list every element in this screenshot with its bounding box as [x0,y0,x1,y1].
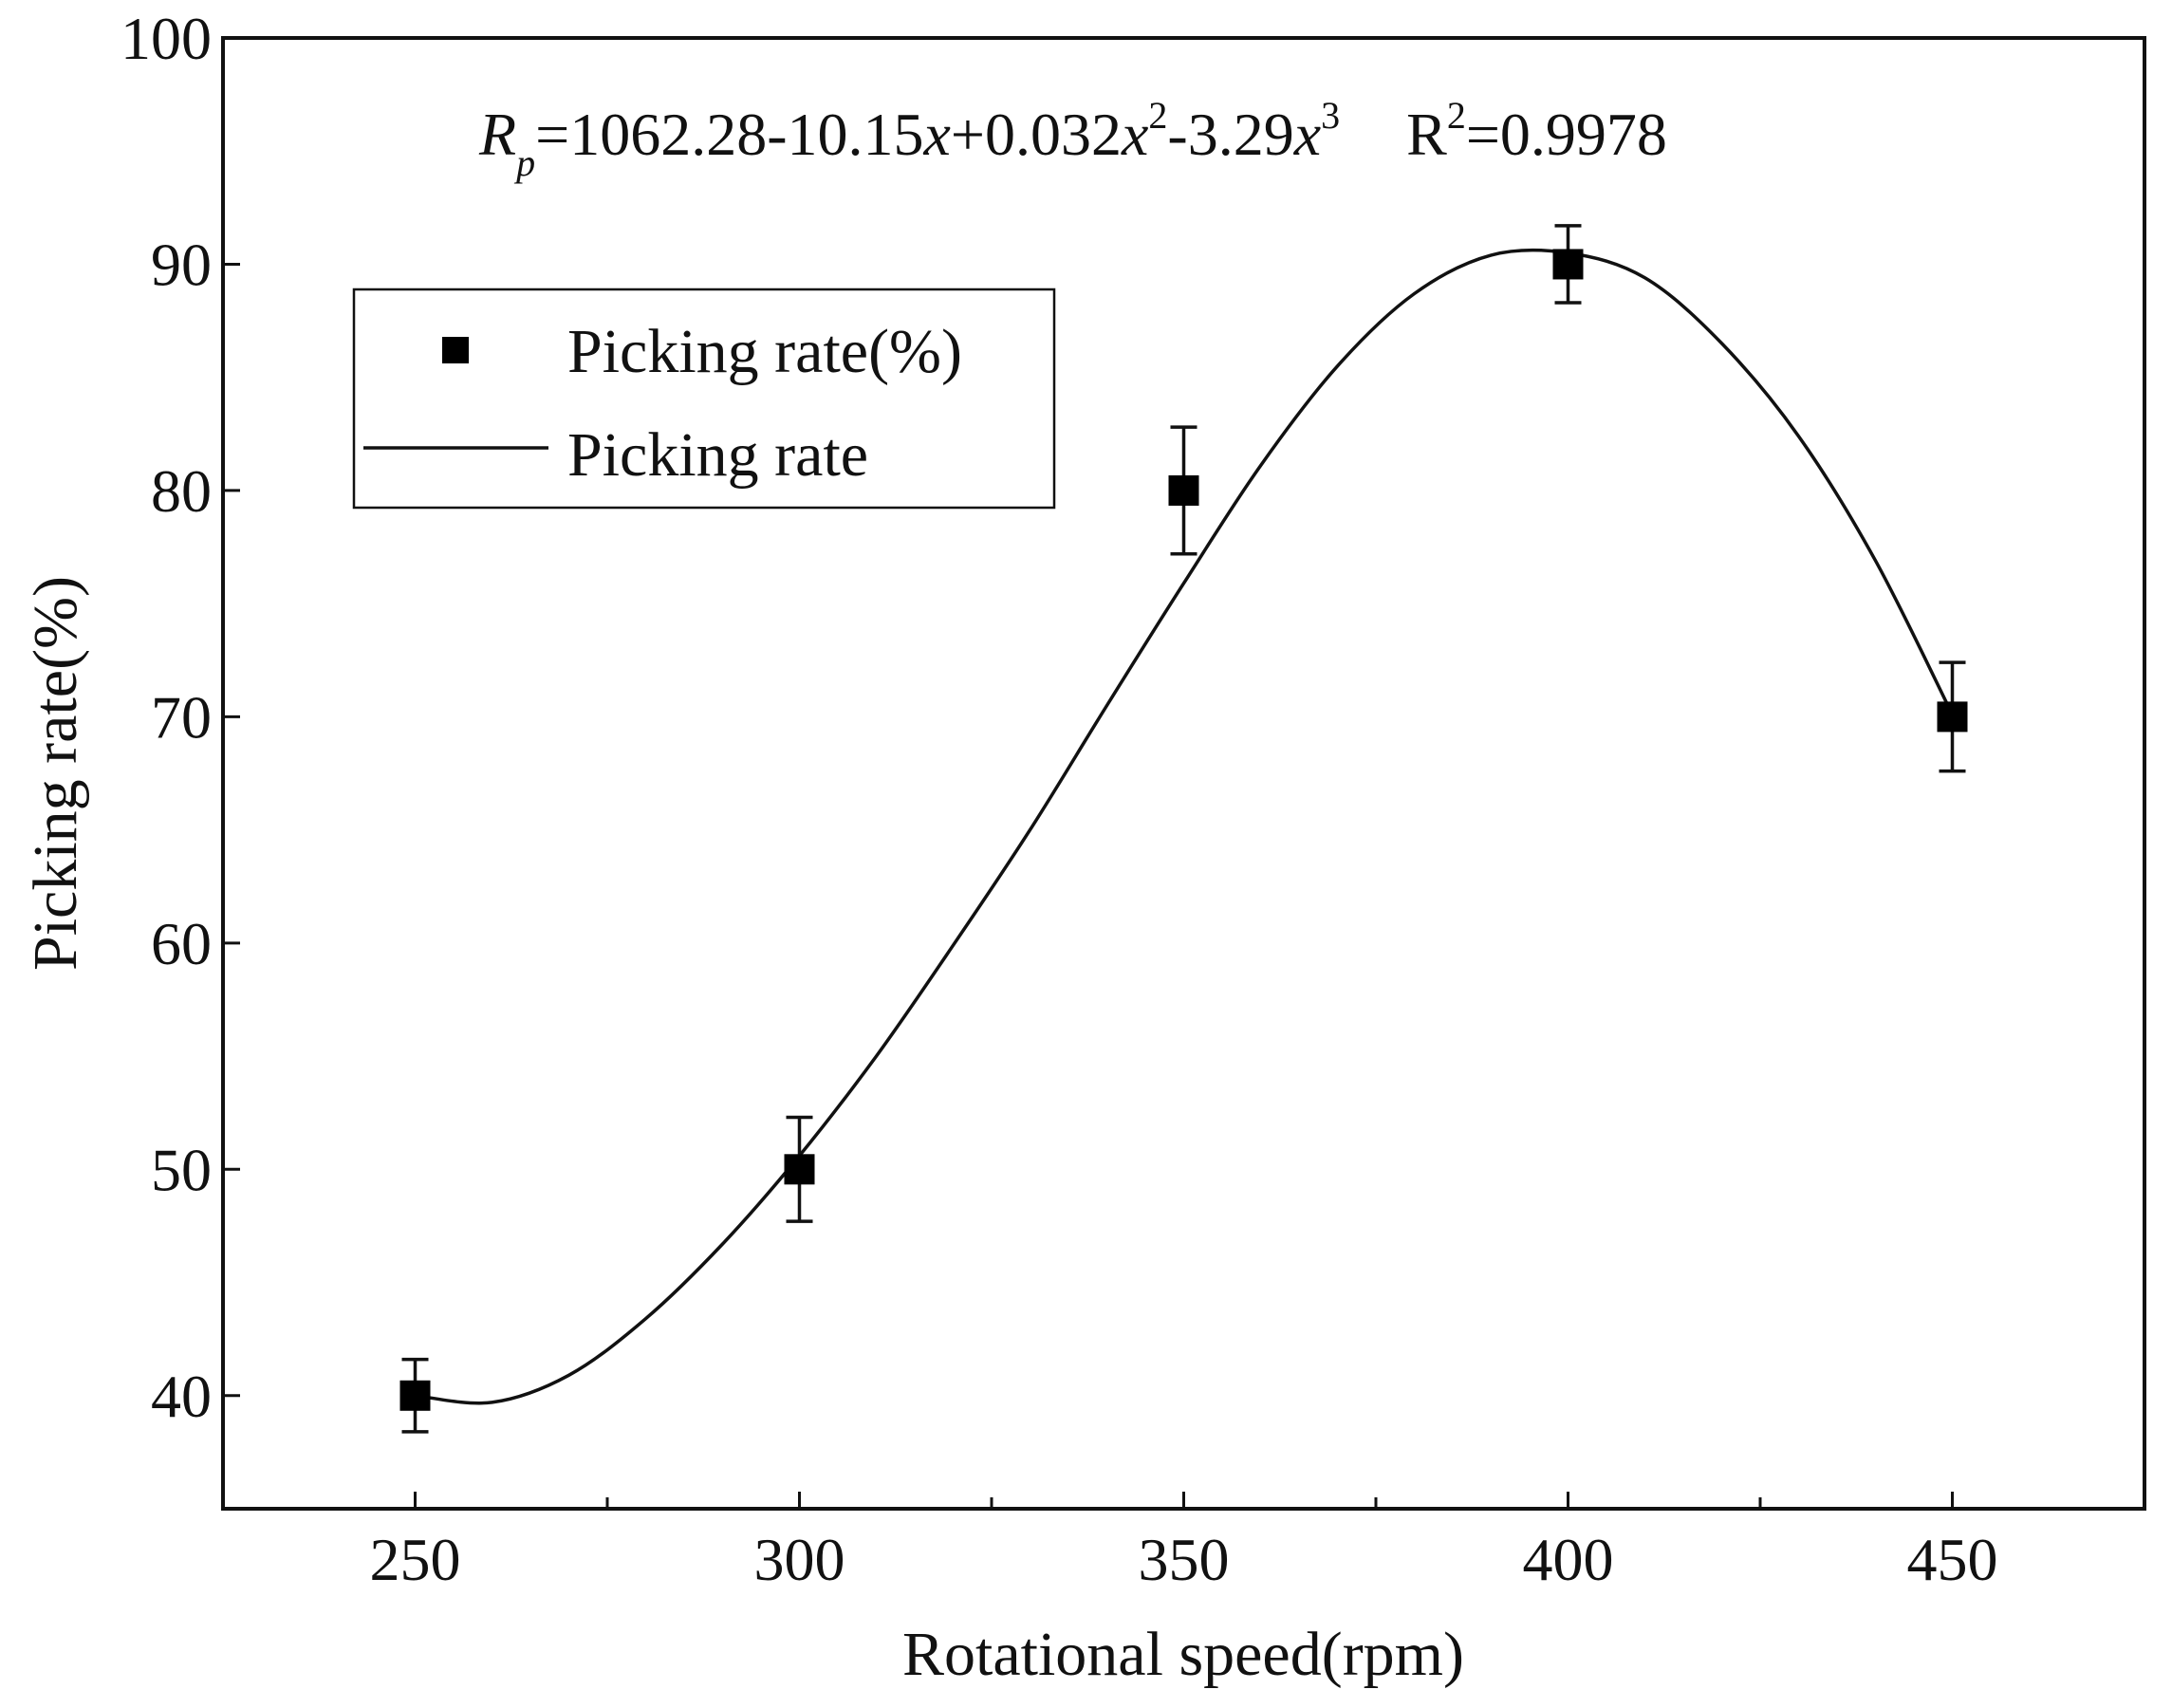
y-axis-title: Picking rate(%) [21,576,90,971]
data-point-350 [1168,425,1199,556]
equation-lhs-subscript: p [513,141,535,184]
r-squared-base: R [1406,101,1447,168]
x-tick-label-300: 300 [754,1526,845,1593]
y-tick-label-50: 50 [151,1136,212,1203]
data-point-450 [1937,660,1968,773]
equation-var-2: x [1121,101,1148,168]
y-tick-label-40: 40 [151,1363,212,1430]
x-axis-title: Rotational speed(rpm) [902,1620,1464,1689]
data-point-400 [1552,224,1584,305]
marker-250 [399,1380,431,1411]
x-axis-ticks: 250 300 350 400 450 [370,1492,1998,1593]
x-tick-label-400: 400 [1523,1526,1614,1593]
equation-term-2: +0.032 [951,101,1122,168]
legend-marker-square [442,337,469,363]
y-tick-label-70: 70 [151,683,212,751]
fit-equation: Rp=1062.28-10.15x+0.032x2-3.29x3 R2=0.997… [478,94,1667,184]
legend-box [352,288,1056,510]
r-squared-exponent: 2 [1447,94,1466,137]
data-point-250 [399,1357,431,1434]
equation-exponent-2: 2 [1148,94,1167,137]
marker-350 [1168,474,1199,506]
x-tick-label-350: 350 [1139,1526,1230,1593]
fit-curve [415,248,1955,1405]
y-tick-label-80: 80 [151,457,212,525]
y-tick-label-90: 90 [151,231,212,298]
equation-term-3: -3.29 [1167,101,1293,168]
legend: Picking rate(%) Picking rate [352,288,1056,510]
marker-400 [1552,249,1584,280]
plot-frame [221,36,2146,1511]
x-tick-label-450: 450 [1907,1526,1998,1593]
equation-lhs: R [478,101,516,168]
equation-var-3: x [1293,101,1321,168]
data-points [399,224,1968,1434]
y-tick-label-60: 60 [151,910,212,977]
equation-exponent-3: 3 [1321,94,1340,137]
r-squared-value: =0.9978 [1466,101,1667,168]
equation-constant: =1062.28-10.15 [535,101,923,168]
marker-450 [1937,701,1968,733]
equation-var-1: x [923,101,951,168]
legend-label-points: Picking rate(%) [567,317,962,386]
marker-300 [784,1154,815,1185]
data-point-300 [784,1115,815,1223]
y-axis-ticks: 40 50 60 70 80 90 100 [121,5,240,1430]
legend-label-line: Picking rate [567,420,868,490]
y-tick-label-100: 100 [121,5,212,72]
x-tick-label-250: 250 [370,1526,461,1593]
